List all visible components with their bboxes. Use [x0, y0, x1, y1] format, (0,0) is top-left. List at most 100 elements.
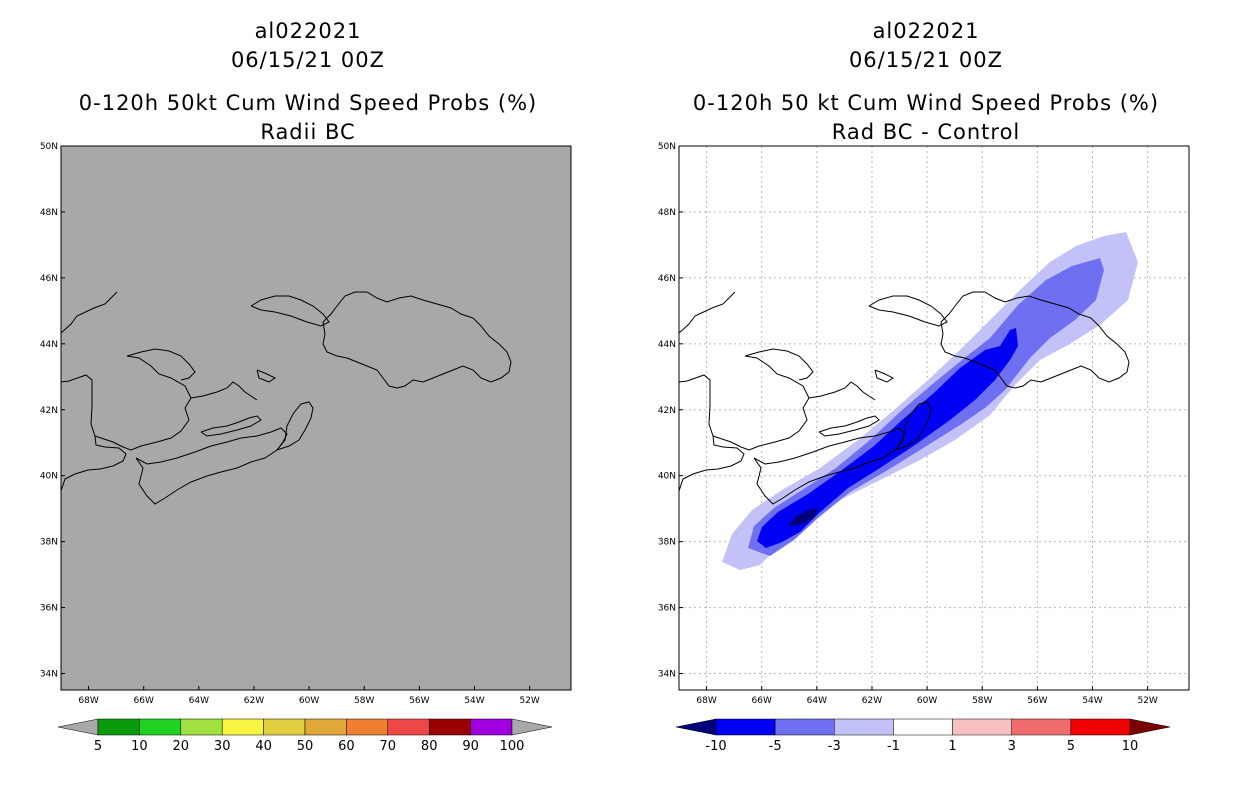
- colorbar-label: 1: [948, 739, 956, 754]
- lat-tick-label: 38N: [658, 538, 676, 548]
- colorbar-high-triangle: [511, 718, 553, 736]
- lat-tick-label: 46N: [40, 274, 58, 284]
- right-datetime: 06/15/21 00Z: [849, 48, 1003, 72]
- lat-tick-label: 48N: [40, 208, 58, 218]
- lon-tick-label: 52W: [1137, 696, 1157, 706]
- colorbar-label: 50: [297, 739, 314, 754]
- lon-tick-label: 66W: [134, 696, 154, 706]
- left-datetime: 06/15/21 00Z: [231, 48, 385, 72]
- colorbar-label: 70: [380, 739, 397, 754]
- colorbar-swatch: [774, 718, 835, 736]
- lat-tick-label: 44N: [658, 340, 676, 350]
- colorbar-label: 10: [131, 739, 148, 754]
- lat-tick-label: 34N: [40, 670, 58, 680]
- lon-tick-label: 64W: [807, 696, 827, 706]
- lat-tick-label: 34N: [658, 670, 676, 680]
- lon-tick-label: 54W: [464, 696, 484, 706]
- lon-tick-label: 62W: [862, 696, 882, 706]
- colorbar-swatch: [1070, 718, 1131, 736]
- right-title: 0-120h 50 kt Cum Wind Speed Probs (%): [693, 91, 1159, 115]
- contour-minus-5-to-minus-10: [757, 328, 1018, 548]
- colorbar-label: 80: [421, 739, 438, 754]
- right-colorbar: -10 -5 -3 -1 1 3 5 10: [675, 718, 1171, 754]
- colorbar-swatch: [1011, 718, 1072, 736]
- lat-tick-label: 48N: [658, 208, 676, 218]
- left-map: 50N 48N 46N 44N 42N 40N 38N 36N 34N 68W 66W 64W 62W…: [40, 142, 572, 706]
- lat-tick-label: 50N: [40, 142, 58, 152]
- lon-tick-label: 66W: [752, 696, 772, 706]
- colorbar-swatch: [834, 718, 894, 736]
- colorbar-label: 5: [94, 739, 102, 754]
- right-panel: al022021 06/15/21 00Z 0-120h 50 kt Cum W…: [658, 19, 1190, 754]
- left-colorbar: 5 10 20 30 40 50 60 70 80 90 100: [57, 718, 553, 754]
- colorbar-swatch: [180, 718, 223, 736]
- right-map-frame: [678, 145, 1190, 691]
- contour-below-minus-10: [788, 508, 818, 526]
- lon-tick-label: 60W: [917, 696, 937, 706]
- colorbar-label: -5: [769, 739, 782, 754]
- lat-tick-label: 36N: [658, 604, 676, 614]
- lon-tick-label: 62W: [244, 696, 264, 706]
- colorbar-low-triangle: [675, 718, 717, 736]
- colorbar-label: 90: [462, 739, 479, 754]
- right-subtitle: Rad BC - Control: [832, 120, 1021, 144]
- lat-tick-label: 38N: [40, 538, 58, 548]
- colorbar-label: 40: [255, 739, 272, 754]
- colorbar-label: 30: [214, 739, 231, 754]
- colorbar-swatch: [428, 718, 471, 736]
- colorbar-swatch: [346, 718, 389, 736]
- colorbar-label: 10: [1122, 739, 1139, 754]
- lat-tick-label: 50N: [658, 142, 676, 152]
- colorbar-swatch: [263, 718, 306, 736]
- colorbar-label: -1: [887, 739, 900, 754]
- left-subtitle: Radii BC: [260, 120, 355, 144]
- colorbar-swatch: [139, 718, 182, 736]
- lon-tick-label: 64W: [189, 696, 209, 706]
- lon-tick-label: 60W: [299, 696, 319, 706]
- colorbar-label: 100: [500, 739, 525, 754]
- colorbar-swatch: [715, 718, 776, 736]
- right-difference-contours: [722, 232, 1138, 570]
- lat-tick-label: 42N: [658, 406, 676, 416]
- lon-tick-label: 56W: [1027, 696, 1047, 706]
- colorbar-label: 60: [338, 739, 355, 754]
- right-map: 50N 48N 46N 44N 42N 40N 38N 36N 34N 68W 66W 64W 62W…: [658, 142, 1190, 706]
- colorbar-swatch: [893, 718, 953, 736]
- lon-tick-label: 68W: [78, 696, 98, 706]
- right-lon-ticks: 68W 66W 64W 62W 60W 58W 56W 54W 52W: [696, 686, 1158, 706]
- colorbar-label: 5: [1067, 739, 1075, 754]
- lat-tick-label: 40N: [40, 472, 58, 482]
- lat-tick-label: 42N: [40, 406, 58, 416]
- lon-tick-label: 58W: [972, 696, 992, 706]
- lon-tick-label: 52W: [519, 696, 539, 706]
- left-panel: al022021 06/15/21 00Z 0-120h 50kt Cum Wi…: [40, 19, 572, 754]
- colorbar-swatch: [97, 718, 140, 736]
- colorbar-low-triangle: [57, 718, 99, 736]
- left-probability-field: [61, 146, 571, 690]
- lon-tick-label: 54W: [1082, 696, 1102, 706]
- colorbar-swatch: [952, 718, 1012, 736]
- left-lat-ticks: 50N 48N 46N 44N 42N 40N 38N 36N 34N: [40, 142, 65, 680]
- colorbar-high-triangle: [1129, 718, 1171, 736]
- colorbar-label: -10: [705, 739, 726, 754]
- colorbar-label: 3: [1008, 739, 1016, 754]
- lon-tick-label: 58W: [354, 696, 374, 706]
- left-storm-id: al022021: [255, 19, 362, 43]
- colorbar-swatch: [221, 718, 264, 736]
- colorbar-swatch: [304, 718, 347, 736]
- lon-tick-label: 68W: [696, 696, 716, 706]
- lat-tick-label: 36N: [40, 604, 58, 614]
- colorbar-label: 20: [173, 739, 190, 754]
- right-storm-id: al022021: [873, 19, 980, 43]
- lat-tick-label: 46N: [658, 274, 676, 284]
- left-lon-ticks: 68W 66W 64W 62W 60W 58W 56W 54W 52W: [78, 686, 540, 706]
- left-map-frame: [60, 145, 572, 691]
- right-lat-ticks: 50N 48N 46N 44N 42N 40N 38N 36N 34N: [658, 142, 683, 680]
- left-title: 0-120h 50kt Cum Wind Speed Probs (%): [79, 91, 537, 115]
- lon-tick-label: 56W: [409, 696, 429, 706]
- lat-tick-label: 44N: [40, 340, 58, 350]
- colorbar-swatch: [387, 718, 430, 736]
- colorbar-label: -3: [828, 739, 841, 754]
- colorbar-swatch: [470, 718, 513, 736]
- lat-tick-label: 40N: [658, 472, 676, 482]
